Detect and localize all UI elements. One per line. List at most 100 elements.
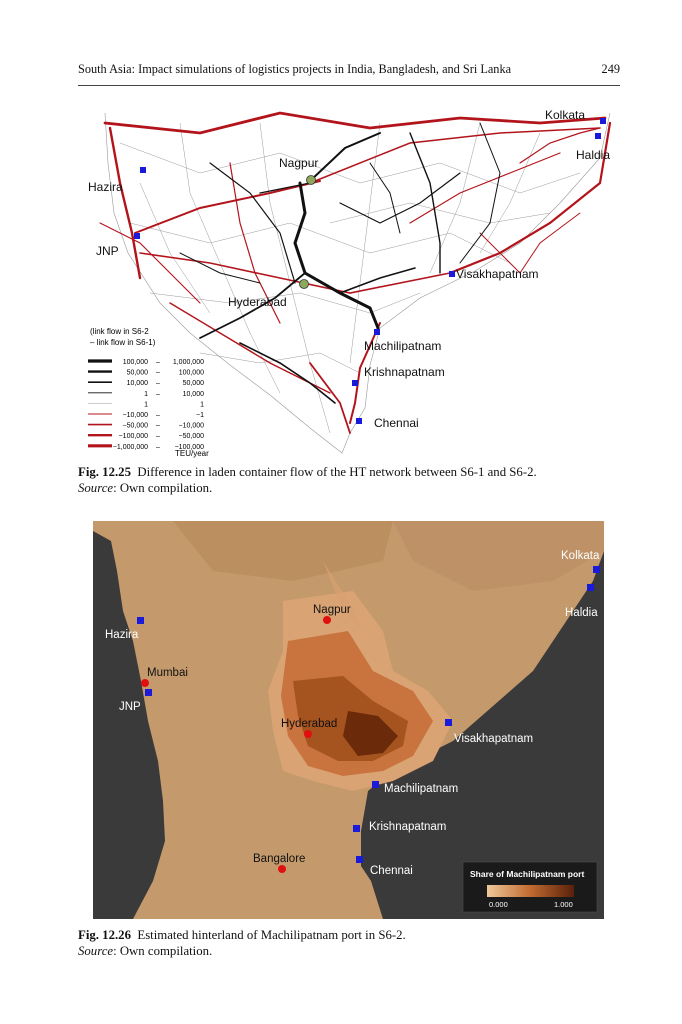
bangalore-marker [278,865,286,873]
legend-from: 50,000 [127,370,149,377]
legend-to: 10,000 [183,391,205,398]
legend-line-2: – link flow in S6-1) [90,338,156,347]
legend-from: −50,000 [123,423,149,430]
source-text: : Own compilation. [113,944,213,958]
legend-dash: – [156,423,160,430]
legend-unit: TEU/year [175,449,209,458]
machilipatnam-port-marker [372,781,379,788]
legend-from: 1 [144,391,148,398]
legend-to: 1,000,000 [173,359,204,366]
legend-to: 100,000 [179,370,204,377]
mumbai-label: Mumbai [147,667,188,679]
chennai-label: Chennai [374,416,419,430]
hinterland-map: Kolkata Haldia Hazira JNP Visakhapatnam … [93,521,604,919]
running-header: South Asia: Impact simulations of logist… [78,62,620,82]
legend-from: −1,000,000 [113,444,148,451]
nagpur-marker [323,616,331,624]
legend-dash: – [156,433,160,440]
kolkata-port-marker [593,566,600,573]
legend-dash: – [156,412,160,419]
mumbai-marker [141,679,149,687]
share-legend-gradient [487,885,574,897]
kolkata-label: Kolkata [561,550,600,562]
caption-label: Fig. 12.25 [78,465,131,479]
legend-from: 10,000 [127,380,149,387]
chennai-port-marker [356,856,363,863]
kolkata-label: Kolkata [545,108,585,122]
source-label: Source [78,944,114,958]
source-text: : Own compilation. [113,481,213,495]
bangalore-label: Bangalore [253,853,305,865]
krishnapatnam-port-marker [353,825,360,832]
chennai-label: Chennai [370,865,413,877]
haldia-port-marker [595,133,601,139]
legend-rows: 100,000–1,000,00050,000–100,00010,000–50… [88,359,204,451]
legend-line-1: (link flow in S6-2 [90,327,149,336]
figure-hinterland-map: Kolkata Haldia Hazira JNP Visakhapatnam … [93,521,604,919]
hyderabad-marker [299,279,309,289]
legend-from: 1 [144,401,148,408]
haldia-port-marker [587,584,594,591]
figure-12-26-caption: Fig. 12.26 Estimated hinterland of Machi… [78,927,628,959]
nagpur-label: Nagpur [313,604,351,616]
page-number: 249 [601,62,620,76]
hazira-label: Hazira [105,629,139,641]
jnp-port-marker [145,689,152,696]
hazira-label: Hazira [88,180,123,194]
hyderabad-label: Hyderabad [281,718,337,730]
jnp-label: JNP [119,701,141,713]
kolkata-port-marker [600,118,606,124]
network-map: Kolkata Haldia Hazira JNP Visakhapatnam … [80,103,620,463]
jnp-label: JNP [96,244,119,258]
legend-to: −100,000 [175,444,204,451]
legend-to: −50,000 [179,433,205,440]
hinterland-core [343,711,398,756]
legend-to: −1 [196,412,204,419]
krishnapatnam-label: Krishnapatnam [369,821,446,833]
figure-12-25-caption: Fig. 12.25 Difference in laden container… [78,464,628,496]
legend-to: 1 [200,401,204,408]
legend-dash: – [156,380,160,387]
visakhapatnam-port-marker [449,271,455,277]
positive-flow-lines [179,122,501,404]
legend-from: 100,000 [123,359,148,366]
legend-dash: – [156,444,160,451]
visakhapatnam-label: Visakhapatnam [456,267,539,281]
background-roads [119,122,581,434]
hyderabad-marker [304,730,312,738]
chennai-port-marker [356,418,362,424]
hazira-port-marker [140,167,146,173]
machilipatnam-label: Machilipatnam [384,783,458,795]
haldia-label: Haldia [576,148,610,162]
share-legend-title: Share of Machilipatnam port [470,869,584,879]
visakhapatnam-port-marker [445,719,452,726]
nagpur-label: Nagpur [279,156,318,170]
source-label: Source [78,481,114,495]
header-rule [78,85,620,86]
haldia-label: Haldia [565,607,598,619]
machilipatnam-port-marker [374,329,380,335]
hazira-port-marker [137,617,144,624]
krishnapatnam-port-marker [352,380,358,386]
legend-from: −10,000 [123,412,149,419]
share-legend-min: 0.000 [489,900,508,909]
caption-text: Difference in laden container flow of th… [137,465,537,479]
legend-to: −10,000 [179,423,205,430]
share-legend: Share of Machilipatnam port 0.000 1.000 [462,861,598,913]
legend-dash: – [156,359,160,366]
legend-dash: – [156,370,160,377]
figure-network-flow: Kolkata Haldia Hazira JNP Visakhapatnam … [80,103,620,463]
legend-to: 50,000 [183,380,205,387]
machilipatnam-label: Machilipatnam [364,339,441,353]
visakhapatnam-label: Visakhapatnam [454,733,533,745]
legend-dash: – [156,391,160,398]
flow-legend: (link flow in S6-2 – link flow in S6-1) … [88,327,209,458]
jnp-port-marker [134,233,140,239]
running-title: South Asia: Impact simulations of logist… [78,62,512,76]
legend-from: −100,000 [119,433,148,440]
caption-text: Estimated hinterland of Machilipatnam po… [137,928,406,942]
coastline [104,112,611,454]
caption-label: Fig. 12.26 [78,928,131,942]
hyderabad-label: Hyderabad [228,295,287,309]
krishnapatnam-label: Krishnapatnam [364,365,445,379]
